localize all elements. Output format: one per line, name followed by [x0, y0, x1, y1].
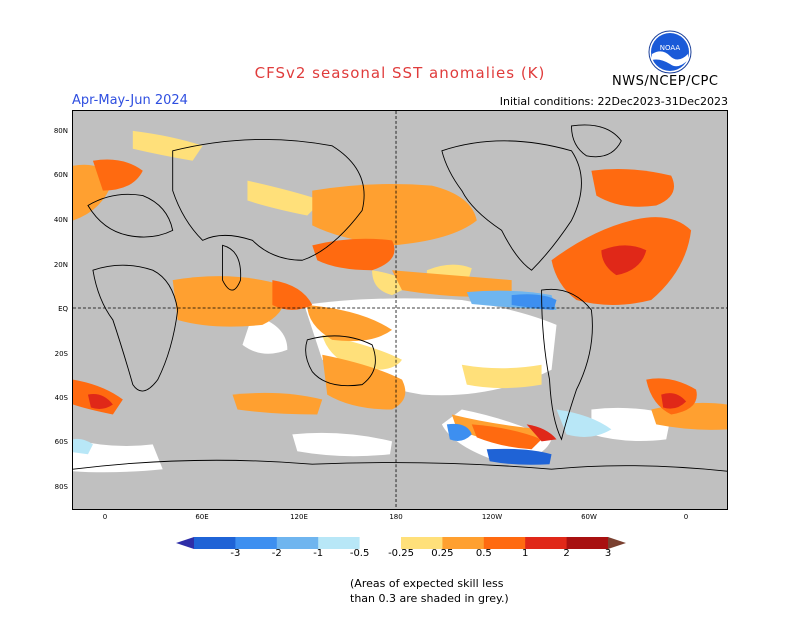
lat-label: 60S	[54, 438, 68, 446]
colorbar-segment	[359, 537, 402, 549]
colorbar-segment	[442, 537, 485, 549]
colorbar-label: 0.25	[431, 548, 454, 559]
colorbar-label: 1	[522, 548, 529, 559]
moderate-warm-regions	[73, 164, 727, 445]
agency-label: NWS/NCEP/CPC	[612, 74, 719, 89]
colorbar-segment	[318, 537, 361, 549]
lon-label: 0	[683, 513, 689, 521]
cold-anomaly-regions	[73, 290, 612, 465]
colorbar-label: -2	[271, 548, 282, 559]
initial-conditions-label: Initial conditions: 22Dec2023-31Dec2023	[499, 95, 728, 108]
lat-label: 20N	[53, 261, 68, 269]
lat-label: 80N	[53, 127, 68, 135]
lon-label: 120W	[481, 513, 503, 521]
noaa-logo: NOAA	[648, 30, 692, 74]
very-strong-warm-regions	[87, 245, 687, 442]
colorbar-segment	[525, 537, 568, 549]
lon-label: 120E	[290, 513, 308, 521]
skill-note-line1: (Areas of expected skill less	[350, 577, 504, 590]
season-label: Apr-May-Jun 2024	[72, 93, 188, 108]
colorbar-label: -1	[313, 548, 324, 559]
skill-note: (Areas of expected skill less than 0.3 a…	[350, 576, 509, 606]
skill-note-line2: than 0.3 are shaded in grey.)	[350, 592, 509, 605]
colorbar-arrow-right	[608, 537, 626, 549]
colorbar-label: -0.5	[349, 548, 370, 559]
colorbar	[176, 537, 626, 549]
lon-label: 180	[389, 513, 403, 521]
colorbar-label: 2	[563, 548, 570, 559]
lat-label: 80S	[54, 483, 68, 491]
colorbar-segment	[194, 537, 236, 549]
lat-label: 40N	[53, 216, 68, 224]
colorbar-segment	[276, 537, 319, 549]
lat-label: EQ	[58, 305, 68, 313]
lat-label: 40S	[54, 394, 68, 402]
lon-label: 0	[102, 513, 108, 521]
lon-label: 60W	[581, 513, 597, 521]
colorbar-label: -3	[230, 548, 241, 559]
colorbar-segment	[235, 537, 278, 549]
colorbar-label: 3	[604, 548, 612, 559]
colorbar-label: 0.5	[475, 548, 492, 559]
logo-text: NOAA	[660, 44, 681, 52]
colorbar-segment	[483, 537, 526, 549]
coastlines	[73, 124, 727, 472]
colorbar-segment	[566, 537, 609, 549]
lat-label: 60N	[53, 171, 68, 179]
sst-anomaly-map	[72, 110, 728, 510]
lat-label: 20S	[54, 350, 68, 358]
colorbar-label: -0.25	[388, 548, 414, 559]
chart-title: CFSv2 seasonal SST anomalies (K)	[254, 64, 546, 82]
lon-label: 60E	[195, 513, 209, 521]
colorbar-segment	[401, 537, 443, 549]
colorbar-arrow-left	[176, 537, 194, 549]
